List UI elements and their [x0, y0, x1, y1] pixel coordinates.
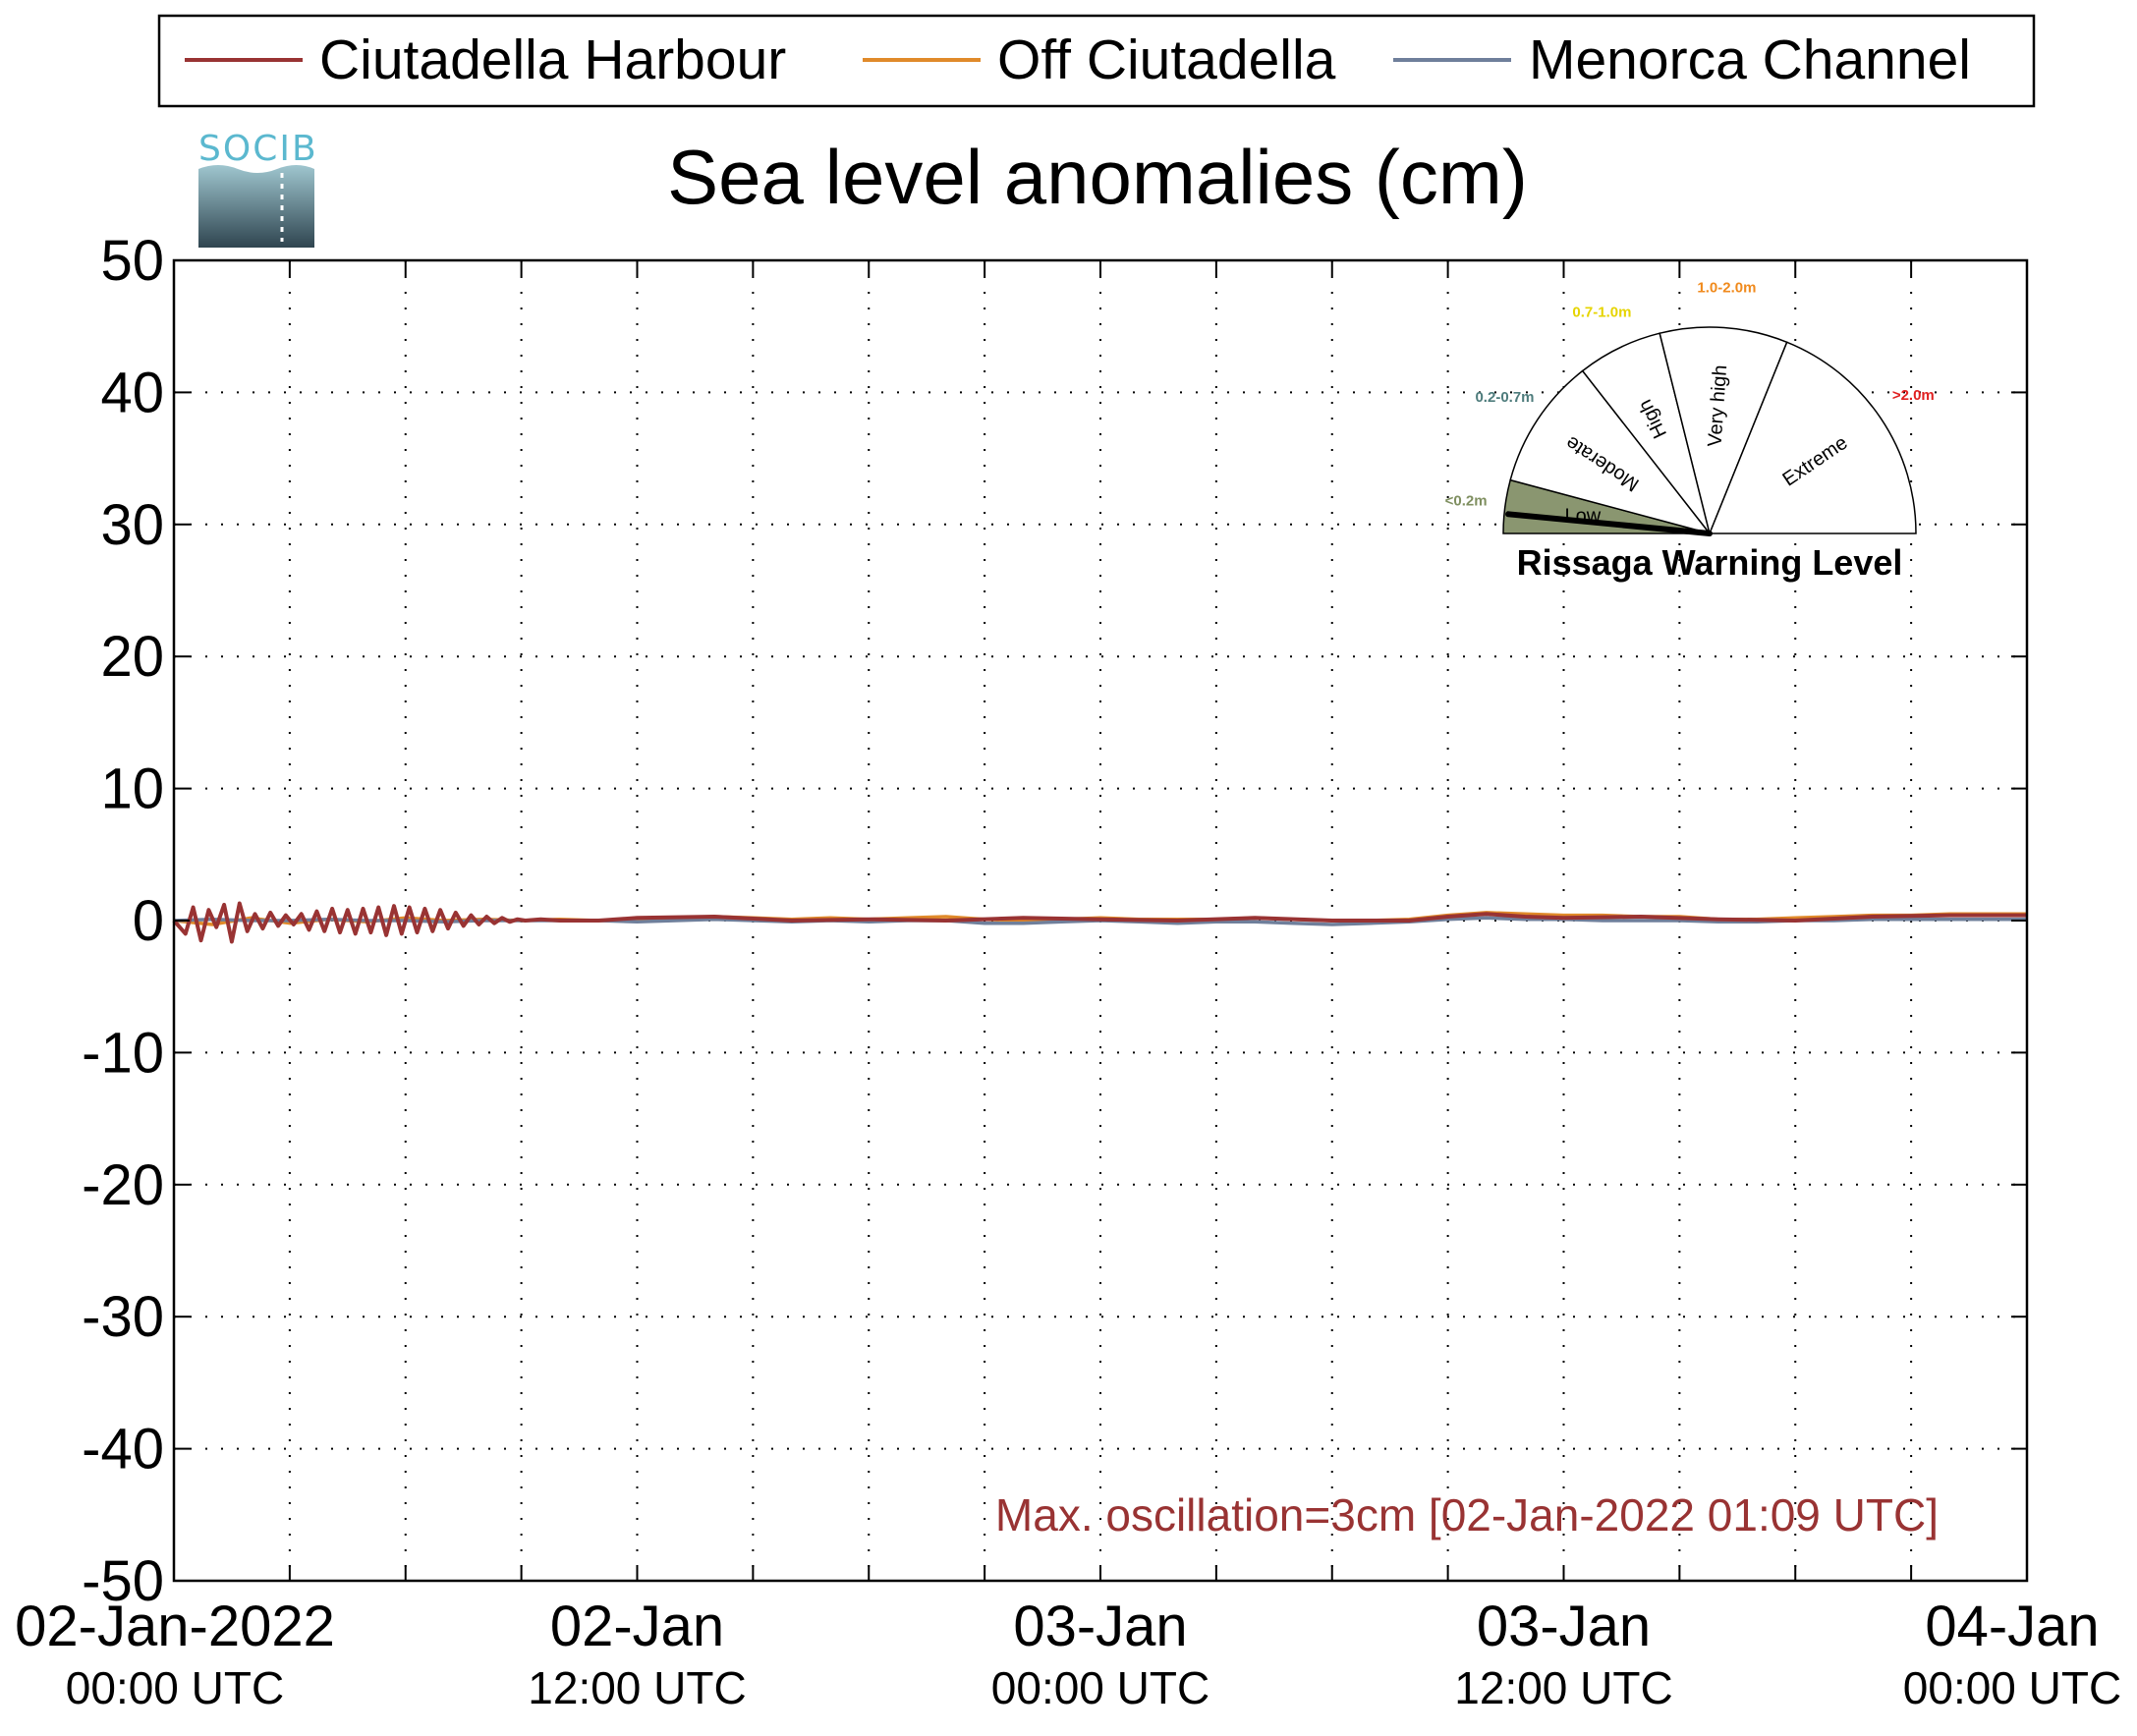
y-tick-label: 30 [100, 493, 164, 557]
y-tick-label: 20 [100, 625, 164, 689]
x-tick-label-date: 03-Jan [1013, 1595, 1187, 1658]
y-tick-label: 40 [100, 361, 164, 424]
series-line-ciutadella-harbour [172, 901, 2027, 944]
max-oscillation-annotation: Max. oscillation=3cm [02-Jan-2022 01:09 … [995, 1489, 1939, 1540]
gauge-range-label: 0.2-0.7m [1475, 389, 1534, 406]
y-tick-label: -30 [82, 1285, 164, 1349]
legend-label-off-ciutadella: Off Ciutadella [997, 28, 1336, 91]
x-tick-label-date: 02-Jan [550, 1595, 724, 1658]
legend-box [157, 14, 2036, 108]
y-tick-label: -40 [82, 1418, 164, 1482]
series-layer [172, 901, 2027, 944]
gauge-title: Rissaga Warning Level [1517, 542, 1903, 583]
y-tick-label: 0 [133, 889, 164, 953]
x-tick-label-date: 02-Jan-2022 [15, 1595, 335, 1658]
socib-logo: SOCIB [198, 129, 318, 248]
x-tick-label-time: 00:00 UTC [991, 1662, 1209, 1713]
y-tick-label: -20 [82, 1153, 164, 1217]
legend: Ciutadella Harbour Off Ciutadella Menorc… [157, 14, 2036, 108]
gauge-range-label: >2.0m [1892, 387, 1935, 404]
x-tick-label-date: 04-Jan [1925, 1595, 2099, 1658]
y-tick-label: -50 [82, 1549, 164, 1613]
x-tick-label-time: 00:00 UTC [66, 1662, 284, 1713]
gauge-segment-moderate [1509, 369, 1712, 535]
gauge-segment-very-high [1659, 326, 1788, 536]
legend-label-menorca-channel: Menorca Channel [1529, 28, 1971, 91]
x-tick-label-time: 00:00 UTC [1903, 1662, 2121, 1713]
x-tick-label-time: 12:00 UTC [528, 1662, 746, 1713]
gauge-range-label: 1.0-2.0m [1697, 280, 1756, 297]
gauge-segment-extreme [1708, 341, 1917, 534]
y-tick-label: 10 [100, 757, 164, 821]
x-tick-label-time: 12:00 UTC [1454, 1662, 1672, 1713]
rissaga-gauge: Rissaga Warning Level Low<0.2mModerate0.… [1445, 280, 1935, 583]
gauge-range-label: 0.7-1.0m [1572, 304, 1631, 320]
y-tick-label: 50 [100, 229, 164, 293]
y-axis: 50 40 30 20 10 0 -10 -20 -30 -40 -50 [82, 229, 2027, 1613]
socib-logo-wave [198, 165, 314, 248]
y-tick-label: -10 [82, 1021, 164, 1085]
gauge-range-label: <0.2m [1445, 492, 1488, 509]
chart-title: Sea level anomalies (cm) [667, 134, 1528, 220]
x-tick-label-date: 03-Jan [1477, 1595, 1651, 1658]
gauge-needle [1505, 511, 1713, 536]
legend-label-ciutadella-harbour: Ciutadella Harbour [319, 28, 786, 91]
socib-logo-text: SOCIB [198, 129, 318, 169]
